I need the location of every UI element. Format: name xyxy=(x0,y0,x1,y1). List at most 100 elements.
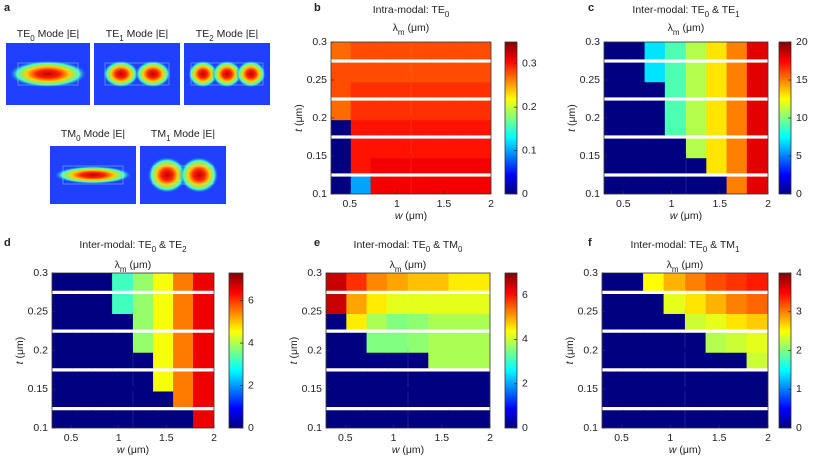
heatmap-cell xyxy=(624,115,646,136)
text-part: (μm) xyxy=(566,104,578,129)
heatmap-cell xyxy=(133,348,154,369)
y-tick-label: 0.25 xyxy=(578,306,599,318)
text-part: 0 xyxy=(703,245,708,254)
heatmap-cell xyxy=(331,176,352,194)
heatmap-cell xyxy=(450,100,472,121)
heatmap-cell xyxy=(468,332,490,353)
heatmap-cell xyxy=(450,115,472,136)
mode-lobe xyxy=(54,166,132,184)
heatmap-cell xyxy=(470,115,491,136)
heatmap-cell xyxy=(622,273,644,291)
heatmap-cell xyxy=(346,348,368,369)
text-part: t xyxy=(288,360,300,364)
heatmap-cell xyxy=(448,371,470,392)
heatmap-cell xyxy=(386,371,408,392)
waveguide-outline xyxy=(104,62,170,86)
heatmap-cell xyxy=(350,42,372,60)
heatmap-cell xyxy=(450,153,472,174)
heatmap-cell xyxy=(430,100,452,121)
colorbar-tick-label: 6 xyxy=(248,294,254,306)
y-tick-label: 0.25 xyxy=(302,306,323,318)
mode-lobe xyxy=(103,60,139,88)
x-tick-label: 2 xyxy=(488,198,494,210)
text-part: 0 xyxy=(705,10,710,19)
colorbar-tick-label: 0 xyxy=(522,422,528,434)
heatmap-cell xyxy=(726,294,748,314)
text-part: w xyxy=(669,444,678,456)
heatmap-cell xyxy=(52,410,73,428)
heatmap-cell xyxy=(644,42,666,60)
heatmap-cell xyxy=(72,387,93,407)
y-axis-label: t (μm) xyxy=(564,337,576,365)
heatmap-cell xyxy=(686,138,708,159)
heatmap-cell xyxy=(346,371,368,392)
x-tick-label: 1.5 xyxy=(159,432,174,444)
heatmap-cell xyxy=(428,348,450,369)
heatmap-cells xyxy=(331,42,491,194)
heatmap-cell xyxy=(705,387,727,407)
heatmap-cell xyxy=(448,294,470,314)
heatmap-cell xyxy=(173,273,194,291)
y-tick-label: 0.25 xyxy=(307,74,328,86)
y-tick-label: 0.2 xyxy=(33,344,48,356)
heatmap-cell xyxy=(326,294,348,314)
heatmap-cell xyxy=(746,294,768,314)
heatmap-cell xyxy=(72,332,93,353)
heatmap-cell xyxy=(746,387,768,407)
heatmap-cell xyxy=(624,153,646,174)
heatmap-cell xyxy=(193,332,214,353)
y-tick-label: 0.3 xyxy=(307,267,322,279)
y-tick-label: 0.15 xyxy=(578,383,599,395)
heatmap-cell xyxy=(622,387,644,407)
y-axis-label: t (μm) xyxy=(566,104,578,132)
text-part: m xyxy=(398,28,405,37)
heatmap-cell xyxy=(346,294,368,314)
heatmap-cell xyxy=(390,115,411,136)
heatmap-cell xyxy=(350,62,372,83)
heatmap-cell xyxy=(726,62,748,83)
colorbar-tick-label: 0 xyxy=(796,422,802,434)
heatmap-cell xyxy=(470,153,491,174)
text-part: 0 xyxy=(152,245,157,254)
text-part: m xyxy=(395,265,402,274)
heatmap-cell xyxy=(604,77,626,98)
heatmap-cell xyxy=(622,332,644,353)
heatmap-cell xyxy=(705,332,727,353)
heatmap-cell xyxy=(408,410,430,428)
heatmap-cell xyxy=(726,309,748,330)
heatmap-cell xyxy=(331,138,352,159)
heatmap-cell xyxy=(430,153,452,174)
heatmap-cell xyxy=(173,332,194,353)
heatmap-cell xyxy=(390,100,411,121)
heatmap-cell xyxy=(664,100,686,121)
heatmap-cell xyxy=(644,138,666,159)
text-part: & TM xyxy=(707,239,735,251)
heatmap-cell xyxy=(448,410,470,428)
mode-title: TE0 Mode |E| xyxy=(17,28,79,43)
text-part: (μm) xyxy=(677,210,702,222)
colorbar-tick-label: 0 xyxy=(248,422,254,434)
heatmap-cell xyxy=(370,42,392,60)
heatmap-cell xyxy=(153,387,174,407)
text-part: 0 xyxy=(76,134,81,143)
heatmap-cell xyxy=(643,348,665,369)
x-axis-label: w (μm) xyxy=(669,444,701,456)
heatmap-cell xyxy=(153,371,174,392)
colorbar-tick-label: 0.2 xyxy=(522,101,537,113)
mode-lobe xyxy=(9,60,87,88)
mode-lobe xyxy=(179,157,219,193)
heatmap-cell xyxy=(624,176,646,194)
heatmap-cell xyxy=(726,273,748,291)
heatmap-cell xyxy=(52,348,73,369)
heatmap-cell xyxy=(331,115,352,136)
heatmap-cell xyxy=(408,348,430,369)
heatmap-cell xyxy=(193,348,214,369)
heatmap-cell xyxy=(428,410,450,428)
y-tick-label: 0.3 xyxy=(312,36,327,48)
heatmap-cell xyxy=(92,332,113,353)
colorbar-tick-label: 2 xyxy=(796,344,802,356)
heatmap-cell xyxy=(92,410,113,428)
heatmap-cell xyxy=(331,153,352,174)
colorbar-tick-label: 2 xyxy=(248,379,254,391)
heatmap-cell xyxy=(350,115,372,136)
